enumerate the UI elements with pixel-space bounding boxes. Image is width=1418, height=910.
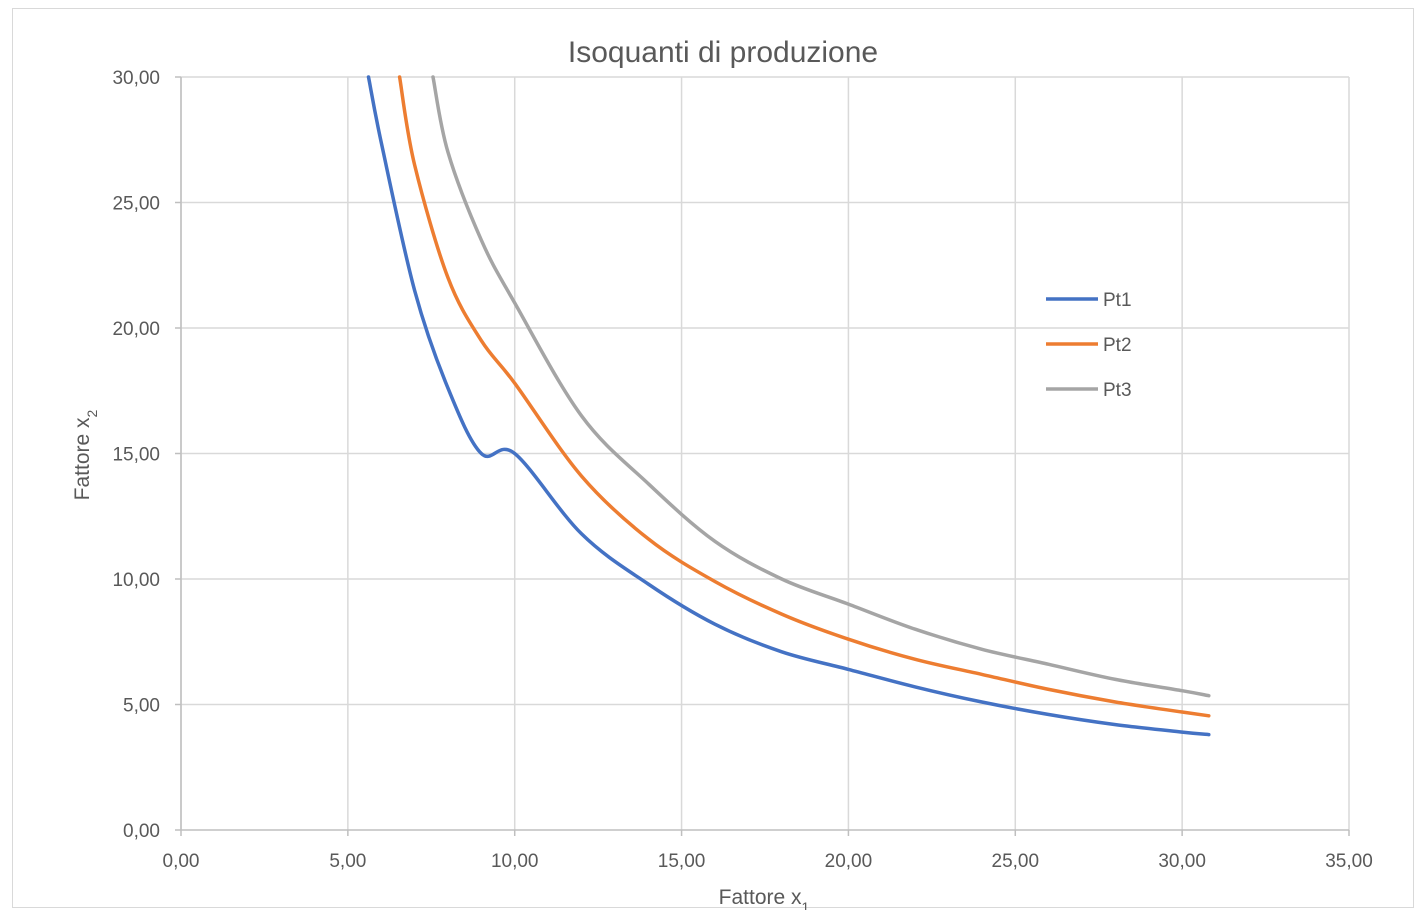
chart-title: Isoquanti di produzione <box>568 36 878 69</box>
legend: Pt1 Pt2 Pt3 <box>1046 290 1132 401</box>
chart-border <box>12 8 1414 908</box>
y-tick-labels: 0,00 5,00 10,00 15,00 20,00 25,00 30,00 <box>112 68 160 842</box>
legend-label-pt1: Pt1 <box>1103 290 1132 311</box>
axes <box>175 76 1350 836</box>
y-tick-label: 10,00 <box>112 570 160 591</box>
x-tick-label: 0,00 <box>163 851 200 872</box>
x-tick-labels: 0,00 5,00 10,00 15,00 20,00 25,00 30,00 35,00 <box>163 851 1373 872</box>
x-tick-label: 20,00 <box>825 851 873 872</box>
y-tick-label: 15,00 <box>112 445 160 466</box>
x-tick-label: 35,00 <box>1325 851 1373 872</box>
x-tick-label: 30,00 <box>1158 851 1206 872</box>
series-line-pt1 <box>366 75 1211 737</box>
series-lines <box>366 75 1211 737</box>
y-tick-label: 25,00 <box>112 194 160 215</box>
y-axis-title: Fattore x2 <box>71 409 100 500</box>
y-tick-label: 20,00 <box>112 319 160 340</box>
y-tick-label: 5,00 <box>123 696 160 717</box>
y-tick-label: 30,00 <box>112 68 160 89</box>
x-tick-label: 25,00 <box>992 851 1040 872</box>
x-tick-label: 5,00 <box>329 851 366 872</box>
x-tick-label: 15,00 <box>658 851 706 872</box>
gridlines <box>180 76 1350 830</box>
legend-label-pt2: Pt2 <box>1103 335 1132 356</box>
x-axis-title: Fattore x1 <box>719 886 810 910</box>
series-line-pt3 <box>431 75 1211 698</box>
legend-label-pt3: Pt3 <box>1103 380 1132 401</box>
x-tick-label: 10,00 <box>491 851 539 872</box>
y-tick-label: 0,00 <box>123 821 160 842</box>
series-line-pt2 <box>397 75 1211 718</box>
